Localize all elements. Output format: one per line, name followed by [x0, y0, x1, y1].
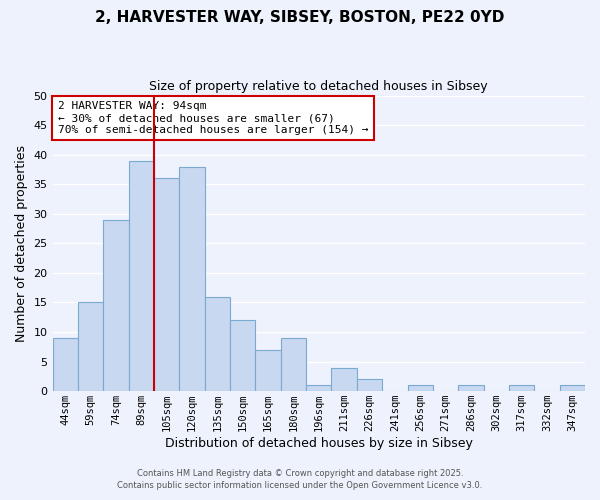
Text: Contains HM Land Registry data © Crown copyright and database right 2025.
Contai: Contains HM Land Registry data © Crown c… — [118, 468, 482, 490]
Bar — [103, 220, 128, 391]
Y-axis label: Number of detached properties: Number of detached properties — [15, 145, 28, 342]
Bar — [256, 350, 281, 391]
Bar — [357, 380, 382, 391]
Text: 2 HARVESTER WAY: 94sqm
← 30% of detached houses are smaller (67)
70% of semi-det: 2 HARVESTER WAY: 94sqm ← 30% of detached… — [58, 102, 368, 134]
Text: 2, HARVESTER WAY, SIBSEY, BOSTON, PE22 0YD: 2, HARVESTER WAY, SIBSEY, BOSTON, PE22 0… — [95, 10, 505, 25]
Bar — [331, 368, 357, 391]
Bar — [179, 166, 205, 391]
Bar — [458, 386, 484, 391]
Bar — [407, 386, 433, 391]
Bar — [53, 338, 78, 391]
Bar — [154, 178, 179, 391]
Title: Size of property relative to detached houses in Sibsey: Size of property relative to detached ho… — [149, 80, 488, 93]
Bar — [205, 296, 230, 391]
Bar — [281, 338, 306, 391]
X-axis label: Distribution of detached houses by size in Sibsey: Distribution of detached houses by size … — [165, 437, 473, 450]
Bar — [78, 302, 103, 391]
Bar — [560, 386, 585, 391]
Bar — [230, 320, 256, 391]
Bar — [306, 386, 331, 391]
Bar — [509, 386, 534, 391]
Bar — [128, 160, 154, 391]
